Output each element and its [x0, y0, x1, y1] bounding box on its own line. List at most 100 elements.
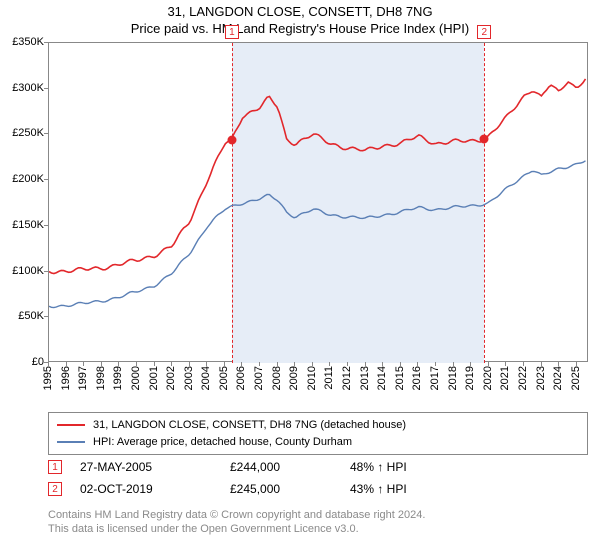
xtick-label: 2018 [447, 366, 459, 390]
xtick-mark [154, 362, 155, 366]
series-hpi [49, 161, 586, 308]
xtick-label: 2014 [376, 366, 388, 390]
xtick-mark [83, 362, 84, 366]
plot-area: 1 2 [48, 42, 588, 362]
xtick-mark [136, 362, 137, 366]
title-block: 31, LANGDON CLOSE, CONSETT, DH8 7NG Pric… [0, 0, 600, 38]
xtick-label: 2003 [183, 366, 195, 390]
xtick-label: 2022 [517, 366, 529, 390]
xtick-mark [259, 362, 260, 366]
xtick-mark [435, 362, 436, 366]
legend-swatch-1 [57, 424, 85, 426]
sale-dot-1 [227, 135, 236, 144]
sale-dot-2 [480, 135, 489, 144]
xtick-mark [453, 362, 454, 366]
title-subtitle: Price paid vs. HM Land Registry's House … [0, 21, 600, 38]
xtick-mark [470, 362, 471, 366]
xtick-label: 1995 [42, 366, 54, 390]
ytick-label: £50K [18, 310, 44, 322]
xtick-label: 1996 [60, 366, 72, 390]
xtick-label: 2016 [411, 366, 423, 390]
xtick-mark [558, 362, 559, 366]
sale-pct-1: 48% ↑ HPI [350, 460, 588, 474]
xtick-mark [312, 362, 313, 366]
footer-line-1: Contains HM Land Registry data © Crown c… [48, 508, 588, 522]
sales-row-1: 1 27-MAY-2005 £244,000 48% ↑ HPI [48, 456, 588, 478]
legend-swatch-2 [57, 441, 85, 443]
sale-badge-1: 1 [48, 460, 62, 474]
sale-marker-2: 2 [477, 25, 491, 39]
xtick-mark [294, 362, 295, 366]
xtick-mark [400, 362, 401, 366]
ytick-label: £300K [12, 82, 44, 94]
xtick-mark [224, 362, 225, 366]
xtick-label: 2023 [535, 366, 547, 390]
sale-marker-1: 1 [225, 25, 239, 39]
xtick-label: 2009 [288, 366, 300, 390]
xtick-label: 2008 [271, 366, 283, 390]
footer: Contains HM Land Registry data © Crown c… [48, 508, 588, 537]
ytick-label: £350K [12, 36, 44, 48]
xtick-label: 2017 [429, 366, 441, 390]
xtick-mark [48, 362, 49, 366]
chart-container: 31, LANGDON CLOSE, CONSETT, DH8 7NG Pric… [0, 0, 600, 560]
xtick-label: 2007 [253, 366, 265, 390]
xtick-label: 2021 [499, 366, 511, 390]
xtick-label: 1999 [112, 366, 124, 390]
xtick-label: 2004 [200, 366, 212, 390]
xtick-mark [576, 362, 577, 366]
xtick-mark [66, 362, 67, 366]
xtick-label: 2006 [235, 366, 247, 390]
xtick-label: 1997 [77, 366, 89, 390]
legend-label-1: 31, LANGDON CLOSE, CONSETT, DH8 7NG (det… [93, 417, 406, 434]
ytick-label: £150K [12, 219, 44, 231]
legend-row-2: HPI: Average price, detached house, Coun… [57, 434, 579, 451]
xtick-mark [241, 362, 242, 366]
xtick-label: 2013 [359, 366, 371, 390]
xtick-mark [347, 362, 348, 366]
sale-price-1: £244,000 [230, 460, 350, 474]
xtick-label: 2024 [552, 366, 564, 390]
ytick-label: £250K [12, 127, 44, 139]
xtick-mark [417, 362, 418, 366]
title-address: 31, LANGDON CLOSE, CONSETT, DH8 7NG [0, 4, 600, 21]
xtick-label: 2010 [306, 366, 318, 390]
xtick-mark [171, 362, 172, 366]
xtick-mark [505, 362, 506, 366]
sales-row-2: 2 02-OCT-2019 £245,000 43% ↑ HPI [48, 478, 588, 500]
chart-area: £0£50K£100K£150K£200K£250K£300K£350K 1 2… [0, 42, 600, 402]
sale-date-1: 27-MAY-2005 [80, 460, 230, 474]
line-series [49, 43, 589, 363]
footer-line-2: This data is licensed under the Open Gov… [48, 522, 588, 536]
xtick-label: 2012 [341, 366, 353, 390]
xtick-label: 2011 [323, 366, 335, 390]
xtick-mark [488, 362, 489, 366]
series-price_paid [49, 79, 586, 274]
legend-row-1: 31, LANGDON CLOSE, CONSETT, DH8 7NG (det… [57, 417, 579, 434]
xtick-label: 2025 [570, 366, 582, 390]
ytick-label: £100K [12, 265, 44, 277]
sale-price-2: £245,000 [230, 482, 350, 496]
legend-label-2: HPI: Average price, detached house, Coun… [93, 434, 352, 451]
xtick-label: 1998 [95, 366, 107, 390]
xtick-mark [118, 362, 119, 366]
xtick-label: 2019 [464, 366, 476, 390]
legend: 31, LANGDON CLOSE, CONSETT, DH8 7NG (det… [48, 412, 588, 455]
sale-badge-2: 2 [48, 482, 62, 496]
xtick-label: 2002 [165, 366, 177, 390]
xtick-mark [189, 362, 190, 366]
xtick-mark [101, 362, 102, 366]
xtick-label: 2001 [148, 366, 160, 390]
xtick-label: 2015 [394, 366, 406, 390]
sale-pct-2: 43% ↑ HPI [350, 482, 588, 496]
xtick-label: 2020 [482, 366, 494, 390]
xtick-mark [329, 362, 330, 366]
xtick-mark [365, 362, 366, 366]
xtick-mark [541, 362, 542, 366]
xtick-mark [277, 362, 278, 366]
xtick-label: 2005 [218, 366, 230, 390]
sale-date-2: 02-OCT-2019 [80, 482, 230, 496]
xtick-mark [382, 362, 383, 366]
xtick-label: 2000 [130, 366, 142, 390]
sales-table: 1 27-MAY-2005 £244,000 48% ↑ HPI 2 02-OC… [48, 456, 588, 500]
